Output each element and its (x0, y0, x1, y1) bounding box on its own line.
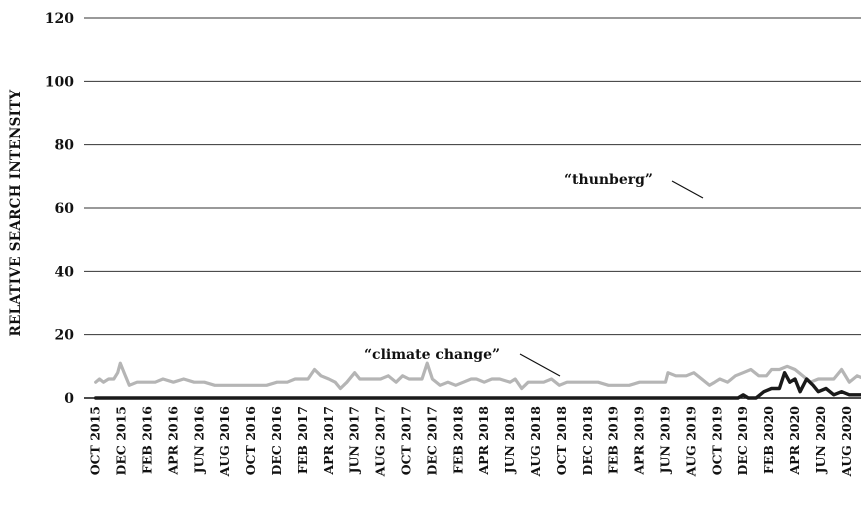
x-tick-label: JUN 2017 (347, 406, 362, 474)
x-tick-label: DEC 2015 (114, 406, 129, 475)
x-tick-label: DEC 2019 (735, 406, 750, 475)
x-tick-label: OCT 2015 (88, 406, 103, 475)
annotations: “thunberg” “climate change” (364, 172, 703, 376)
y-tick-label: 100 (45, 74, 74, 90)
x-tick-label: OCT 2018 (554, 406, 569, 476)
x-tick-label: JUN 2020 (813, 406, 828, 475)
x-tick-label: FEB 2016 (139, 406, 154, 474)
x-tick-label: OCT 2017 (398, 406, 413, 475)
y-axis-label: RELATIVE SEARCH INTENSITY (8, 89, 24, 336)
x-tick-label: OCT 2019 (709, 406, 724, 475)
annotation-thunberg: “thunberg” (564, 172, 653, 188)
x-tick-label: DEC 2018 (580, 406, 595, 476)
x-tick-label: JUN 2016 (191, 406, 206, 475)
x-tick-label: APR 2018 (476, 406, 491, 476)
annotation-thunberg-leader (672, 181, 703, 198)
y-tick-label: 120 (45, 11, 74, 27)
x-tick-label: DEC 2017 (424, 406, 439, 475)
x-tick-label: AUG 2020 (839, 406, 854, 478)
x-tick-label: OCT 2016 (243, 406, 258, 476)
x-tick-label: AUG 2018 (528, 406, 543, 478)
x-tick-label: DEC 2016 (269, 406, 284, 476)
x-tick-label: FEB 2019 (606, 406, 621, 474)
x-tick-label: APR 2016 (165, 406, 180, 476)
y-tick-label: 0 (64, 391, 74, 407)
x-tick-label: AUG 2016 (217, 406, 232, 478)
x-tick-label: FEB 2020 (761, 406, 776, 474)
x-tick-label: JUN 2018 (502, 406, 517, 475)
y-tick-label: 20 (55, 328, 75, 344)
x-tick-label: JUN 2019 (657, 406, 672, 474)
x-tick-label: APR 2020 (787, 406, 802, 476)
x-tick-label: APR 2017 (321, 406, 336, 476)
x-tick-label: AUG 2017 (373, 406, 388, 477)
y-axis-ticks: 0 20 40 60 80 100 120 (45, 11, 74, 407)
y-tick-label: 40 (55, 264, 75, 280)
grid-lines (84, 18, 861, 398)
x-tick-label: FEB 2017 (295, 406, 310, 474)
annotation-climate-change-leader (520, 354, 560, 376)
y-tick-label: 80 (55, 138, 75, 154)
x-tick-label: APR 2019 (632, 406, 647, 476)
x-tick-label: AUG 2019 (683, 406, 698, 477)
x-axis-ticks: OCT 2015 DEC 2015 FEB 2016 APR 2016 JUN 2016… (88, 406, 854, 478)
y-tick-label: 60 (55, 201, 75, 217)
x-tick-label: FEB 2018 (450, 406, 465, 474)
annotation-climate-change: “climate change” (364, 347, 500, 363)
series-line-climate-change (96, 363, 861, 388)
